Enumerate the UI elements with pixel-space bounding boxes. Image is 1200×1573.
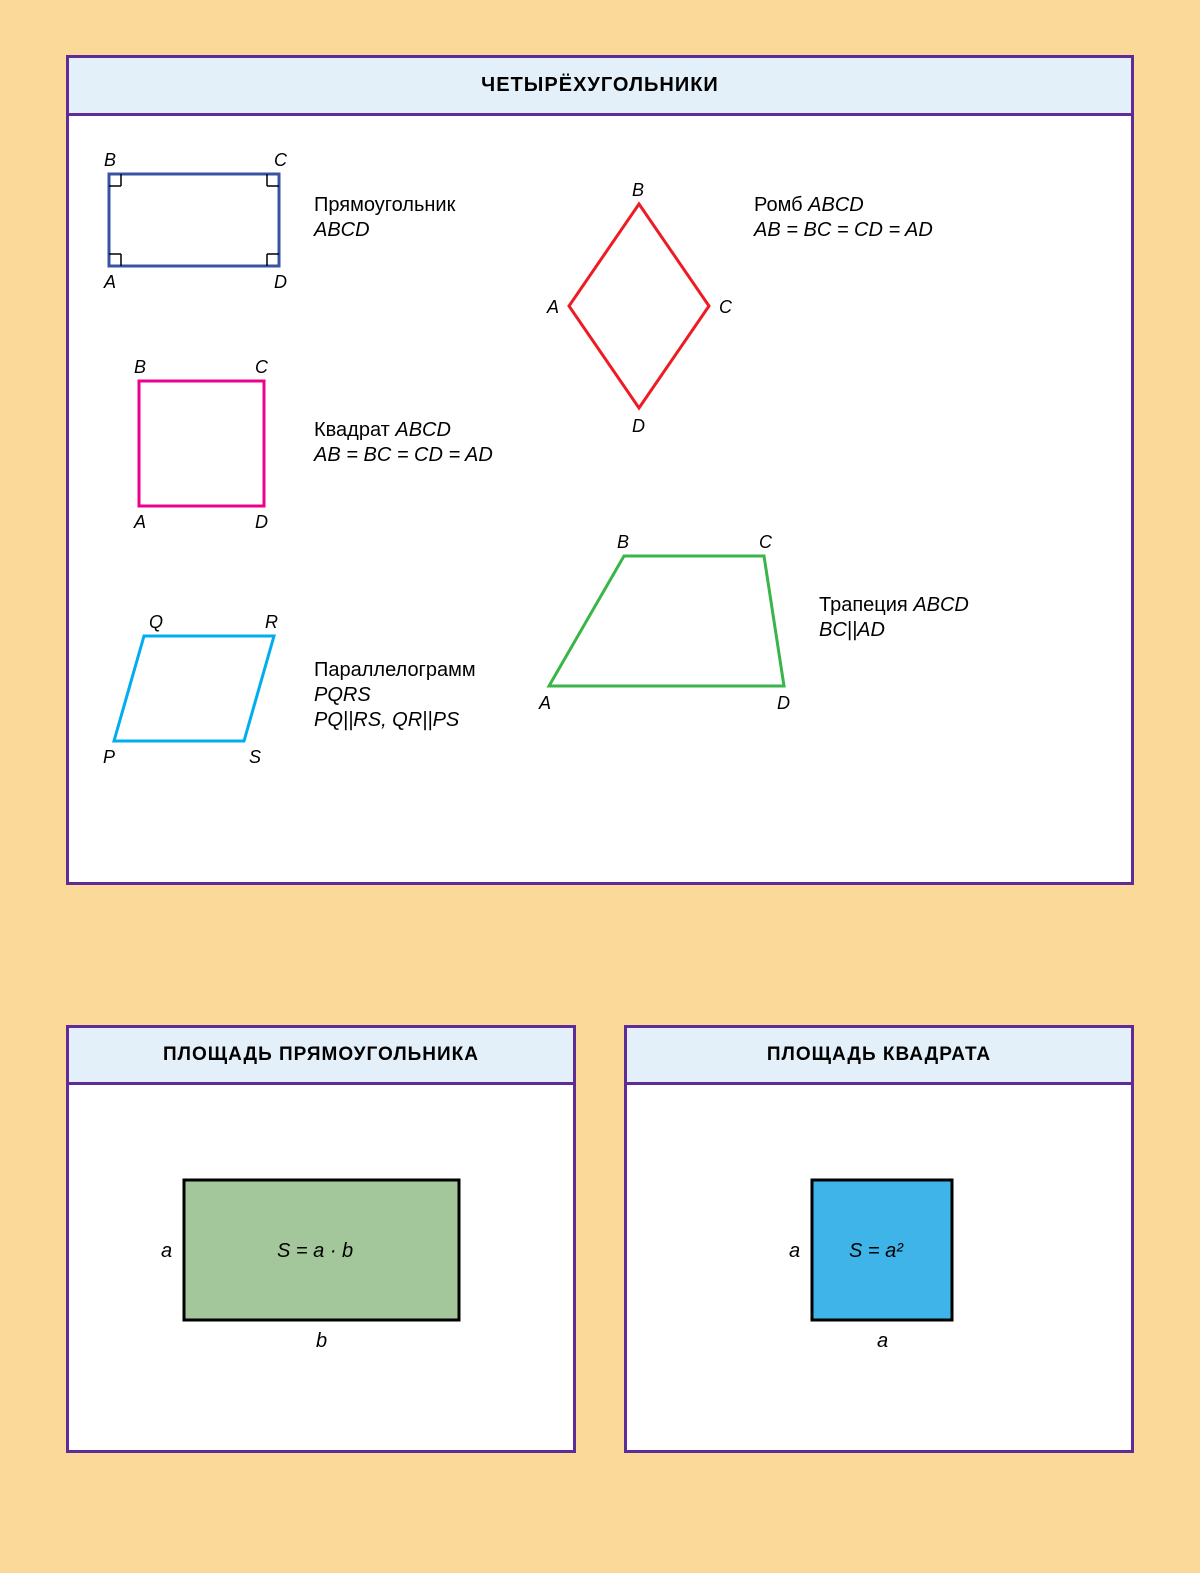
sq-vertex-b: B <box>134 357 146 377</box>
rhombus-name: Ромб <box>754 194 803 216</box>
trap-vertex-d: D <box>777 693 790 713</box>
area-rectangle-panel: ПЛОЩАДЬ ПРЯМОУГОЛЬНИКА a b S = a · b <box>66 1025 576 1453</box>
area-square-title: ПЛОЩАДЬ КВАДРАТА <box>627 1028 1131 1085</box>
trap-vertex-c: C <box>759 532 773 552</box>
rhombus-vertex-c: C <box>719 297 733 317</box>
rhombus-label: ABCD <box>807 194 864 216</box>
sq-vertex-a: A <box>133 512 146 532</box>
trap-name: Трапеция <box>819 594 908 616</box>
area-sq-a1: a <box>789 1240 800 1262</box>
rect-name: Прямоугольник <box>314 194 456 216</box>
rect-vertex-b: B <box>104 150 116 170</box>
sq-vertex-d: D <box>255 512 268 532</box>
rect-vertex-c: C <box>274 150 288 170</box>
quadrilaterals-diagram: B C A D Прямоугольник ABCD B C D A Ромб … <box>69 116 1131 884</box>
trapezoid-shape: B C A D Трапеция ABCD BC||AD <box>538 532 969 713</box>
area-rectangle-diagram: a b S = a · b <box>69 1085 573 1445</box>
sq-eq: AB = BC = CD = AD <box>313 444 493 466</box>
trap-vertex-b: B <box>617 532 629 552</box>
pgram-eq: PQ||RS, QR||PS <box>314 709 460 731</box>
sq-name: Квадрат <box>314 419 390 441</box>
pgram-vertex-r: R <box>265 612 278 632</box>
rhombus-eq: AB = BC = CD = AD <box>753 219 933 241</box>
pgram-vertex-q: Q <box>149 612 163 632</box>
area-rect-a: a <box>161 1240 172 1262</box>
rect-vertex-a: A <box>103 272 116 292</box>
area-sq-a2: a <box>877 1330 888 1352</box>
sq-name-plus: Квадрат ABCD <box>314 419 451 441</box>
rect-label: ABCD <box>313 219 370 241</box>
trap-name-plus: Трапеция ABCD <box>819 594 969 616</box>
pgram-label: PQRS <box>314 684 371 706</box>
area-rect-b: b <box>316 1330 327 1352</box>
trap-label: ABCD <box>912 594 969 616</box>
rectangle-shape: B C A D Прямоугольник ABCD <box>103 150 456 292</box>
sq-label: ABCD <box>394 419 451 441</box>
sq-vertex-c: C <box>255 357 269 377</box>
rhombus-vertex-a: A <box>546 297 559 317</box>
square-shape: B C A D Квадрат ABCD AB = BC = CD = AD <box>133 357 493 532</box>
rhombus-shape: B C D A Ромб ABCD AB = BC = CD = AD <box>546 180 933 436</box>
quadrilaterals-panel: ЧЕТЫРЁХУГОЛЬНИКИ B C A D Прямоугольник A… <box>66 55 1134 885</box>
rect-vertex-d: D <box>274 272 287 292</box>
rhombus-vertex-b: B <box>632 180 644 200</box>
rhombus-vertex-d: D <box>632 416 645 436</box>
parallelogram-shape: Q R P S Параллелограмм PQRS PQ||RS, QR||… <box>103 612 476 767</box>
pgram-vertex-p: P <box>103 747 115 767</box>
pgram-name: Параллелограмм <box>314 659 476 681</box>
pgram-vertex-s: S <box>249 747 261 767</box>
trap-vertex-a: A <box>538 693 551 713</box>
area-square-diagram: a a S = a² <box>627 1085 1131 1445</box>
area-sq-formula: S = a² <box>849 1240 904 1262</box>
trap-eq: BC||AD <box>819 619 885 641</box>
rhombus-name-plus: Ромб ABCD <box>754 194 864 216</box>
area-rect-formula: S = a · b <box>277 1240 353 1262</box>
quadrilaterals-title: ЧЕТЫРЁХУГОЛЬНИКИ <box>69 58 1131 116</box>
area-square-panel: ПЛОЩАДЬ КВАДРАТА a a S = a² <box>624 1025 1134 1453</box>
area-rectangle-title: ПЛОЩАДЬ ПРЯМОУГОЛЬНИКА <box>69 1028 573 1085</box>
